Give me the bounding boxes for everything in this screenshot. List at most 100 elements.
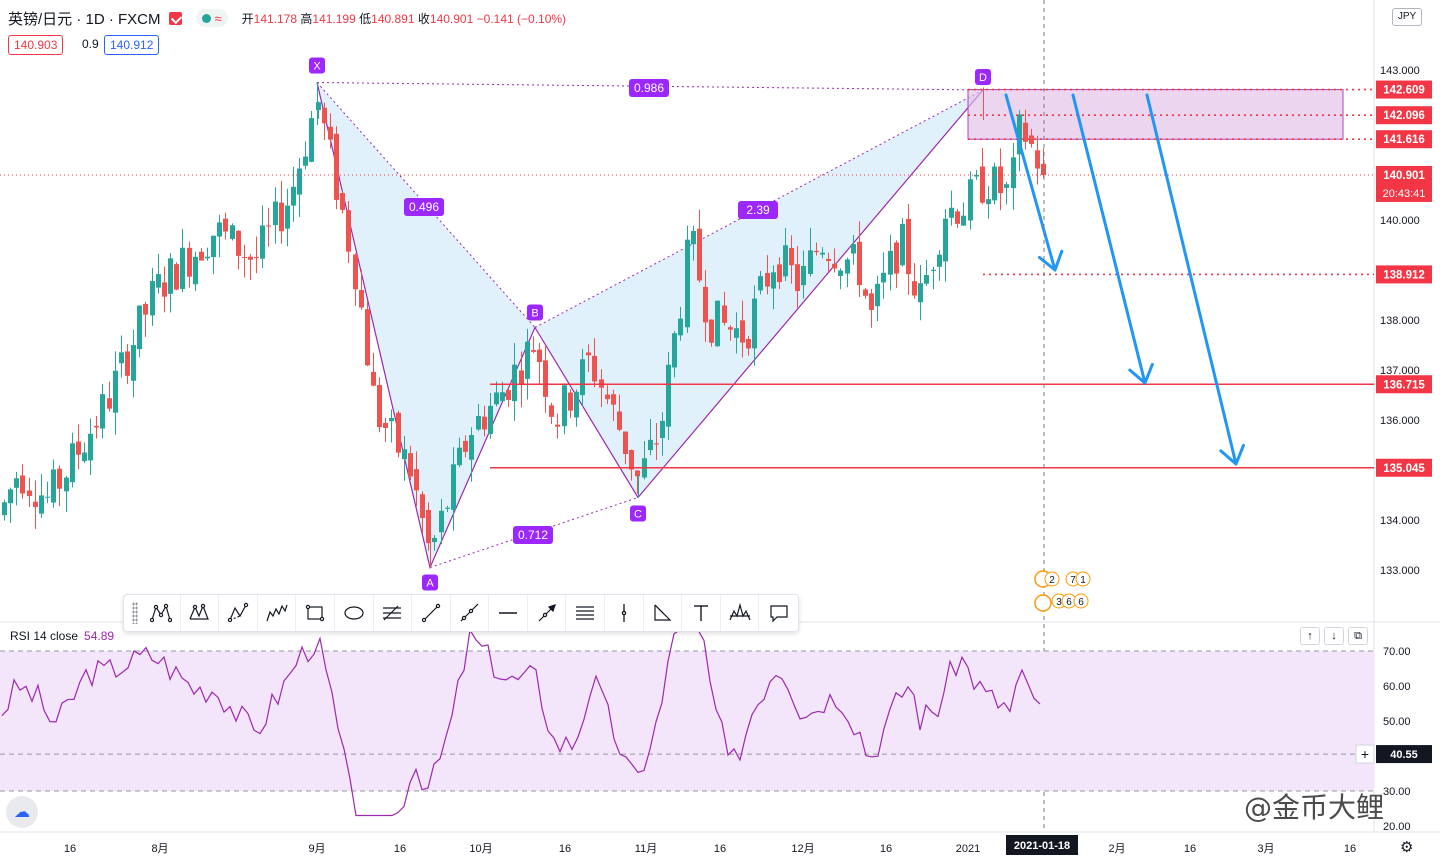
events-badges[interactable]: 2 7 13 6 6: [1034, 570, 1091, 612]
fib-retracement-tool[interactable]: [374, 595, 413, 631]
sell-quote-button[interactable]: 140.903: [8, 35, 64, 55]
toolbar-drag-handle[interactable]: [132, 602, 138, 624]
candle-body: [279, 202, 284, 232]
arrow-shaft: [1145, 93, 1238, 466]
time-tick-label: 16: [1344, 843, 1356, 855]
candle-body: [432, 537, 437, 543]
candle: [1035, 135, 1040, 185]
candle: [623, 431, 628, 465]
abcd-pattern-tool[interactable]: [219, 595, 258, 631]
xabcd-pattern-icon: [149, 603, 172, 623]
candle-body: [20, 475, 25, 494]
candle: [968, 171, 973, 230]
price-level-badge-text: 141.616: [1383, 134, 1425, 146]
candle: [851, 235, 856, 265]
vertical-line-tool[interactable]: [605, 595, 644, 631]
ray-tool[interactable]: [451, 595, 490, 631]
ellipse-tool[interactable]: [335, 595, 374, 631]
candle: [857, 221, 862, 298]
abcd-pattern-icon: [227, 602, 249, 623]
candle: [39, 473, 44, 518]
triangle-pattern-tool[interactable]: [644, 595, 683, 631]
candle: [389, 409, 394, 443]
candle: [666, 351, 671, 440]
watermark: @金币大鲤: [1244, 791, 1385, 824]
currency-button[interactable]: JPY: [1392, 8, 1422, 26]
candle: [303, 141, 308, 170]
candle-body: [722, 305, 727, 323]
buy-quote-button[interactable]: 140.912: [104, 35, 160, 55]
candle: [900, 217, 905, 267]
candle: [654, 422, 659, 460]
candle-body: [906, 218, 911, 275]
candle-body: [2, 502, 7, 516]
cloud-save-icon[interactable]: ☁: [6, 796, 38, 828]
candle-body: [494, 392, 499, 405]
candle: [131, 329, 136, 398]
candle: [420, 491, 425, 534]
ratio-label-text: 0.712: [518, 528, 548, 542]
candle-body: [703, 286, 708, 323]
candle: [273, 187, 278, 244]
candle: [722, 291, 727, 326]
candle-body: [27, 490, 32, 496]
cypher-pattern-tool[interactable]: [181, 595, 220, 631]
callout-tool[interactable]: [759, 595, 798, 631]
candle-body: [285, 205, 290, 229]
pattern-point-b: B: [527, 304, 543, 321]
rsi-move-down-button[interactable]: ↓: [1324, 627, 1344, 645]
point-label-text: D: [979, 72, 987, 84]
red-flag-icon[interactable]: [168, 11, 182, 25]
arrow-tool[interactable]: [528, 595, 567, 631]
arrow-shaft: [1071, 93, 1147, 385]
candle-body: [76, 441, 81, 455]
candle-body: [125, 351, 130, 376]
candle-body: [328, 126, 333, 140]
candle: [451, 447, 456, 531]
candle: [537, 342, 542, 384]
three-drives-tool[interactable]: [258, 595, 297, 631]
settings-gear-icon[interactable]: ⚙: [1400, 839, 1414, 856]
candle-body: [605, 394, 610, 400]
price-tick-label: 140.000: [1380, 215, 1420, 227]
rectangle-tool[interactable]: [296, 595, 335, 631]
candle-body: [562, 385, 567, 427]
candle-body: [57, 468, 62, 489]
pattern-ratio-line-XD: [316, 82, 984, 91]
candle-body: [801, 266, 806, 286]
candle: [353, 253, 358, 306]
candle: [469, 427, 474, 482]
market-status-dot-icon: [201, 13, 211, 23]
spread-value: 0.9: [82, 37, 99, 51]
candle: [955, 208, 960, 228]
symbol-title[interactable]: 英镑/日元 · 1D · FXCM: [8, 10, 161, 28]
candle-body: [931, 269, 936, 271]
low-value: 140.891: [371, 11, 415, 26]
horizontal-segment-tool[interactable]: [489, 595, 528, 631]
candle: [697, 209, 702, 283]
parallel-channel-tool[interactable]: [566, 595, 606, 631]
candle: [912, 263, 917, 299]
trend-line-tool[interactable]: [412, 595, 451, 631]
candle: [875, 275, 880, 322]
candle-body: [691, 231, 696, 245]
rsi-maximize-button[interactable]: ⧉: [1348, 627, 1368, 645]
xabcd-pattern-tool[interactable]: [142, 595, 181, 631]
market-status-pill[interactable]: ≈: [195, 9, 228, 27]
date-crosshair-badge: [1006, 835, 1078, 855]
candle-body: [365, 309, 370, 366]
add-level-button[interactable]: [1355, 744, 1375, 764]
rsi-move-up-button[interactable]: ↑: [1300, 627, 1320, 645]
candle: [795, 245, 800, 308]
candle: [211, 235, 216, 275]
triangle-pattern-icon: [654, 604, 672, 621]
candle: [512, 342, 517, 421]
candle-body: [555, 424, 560, 427]
close-value: 140.901: [429, 11, 474, 26]
ratio-label-bg: [629, 79, 669, 97]
candle-body: [506, 390, 511, 400]
text-tool[interactable]: [682, 595, 721, 631]
head-shoulders-tool[interactable]: [721, 595, 760, 631]
